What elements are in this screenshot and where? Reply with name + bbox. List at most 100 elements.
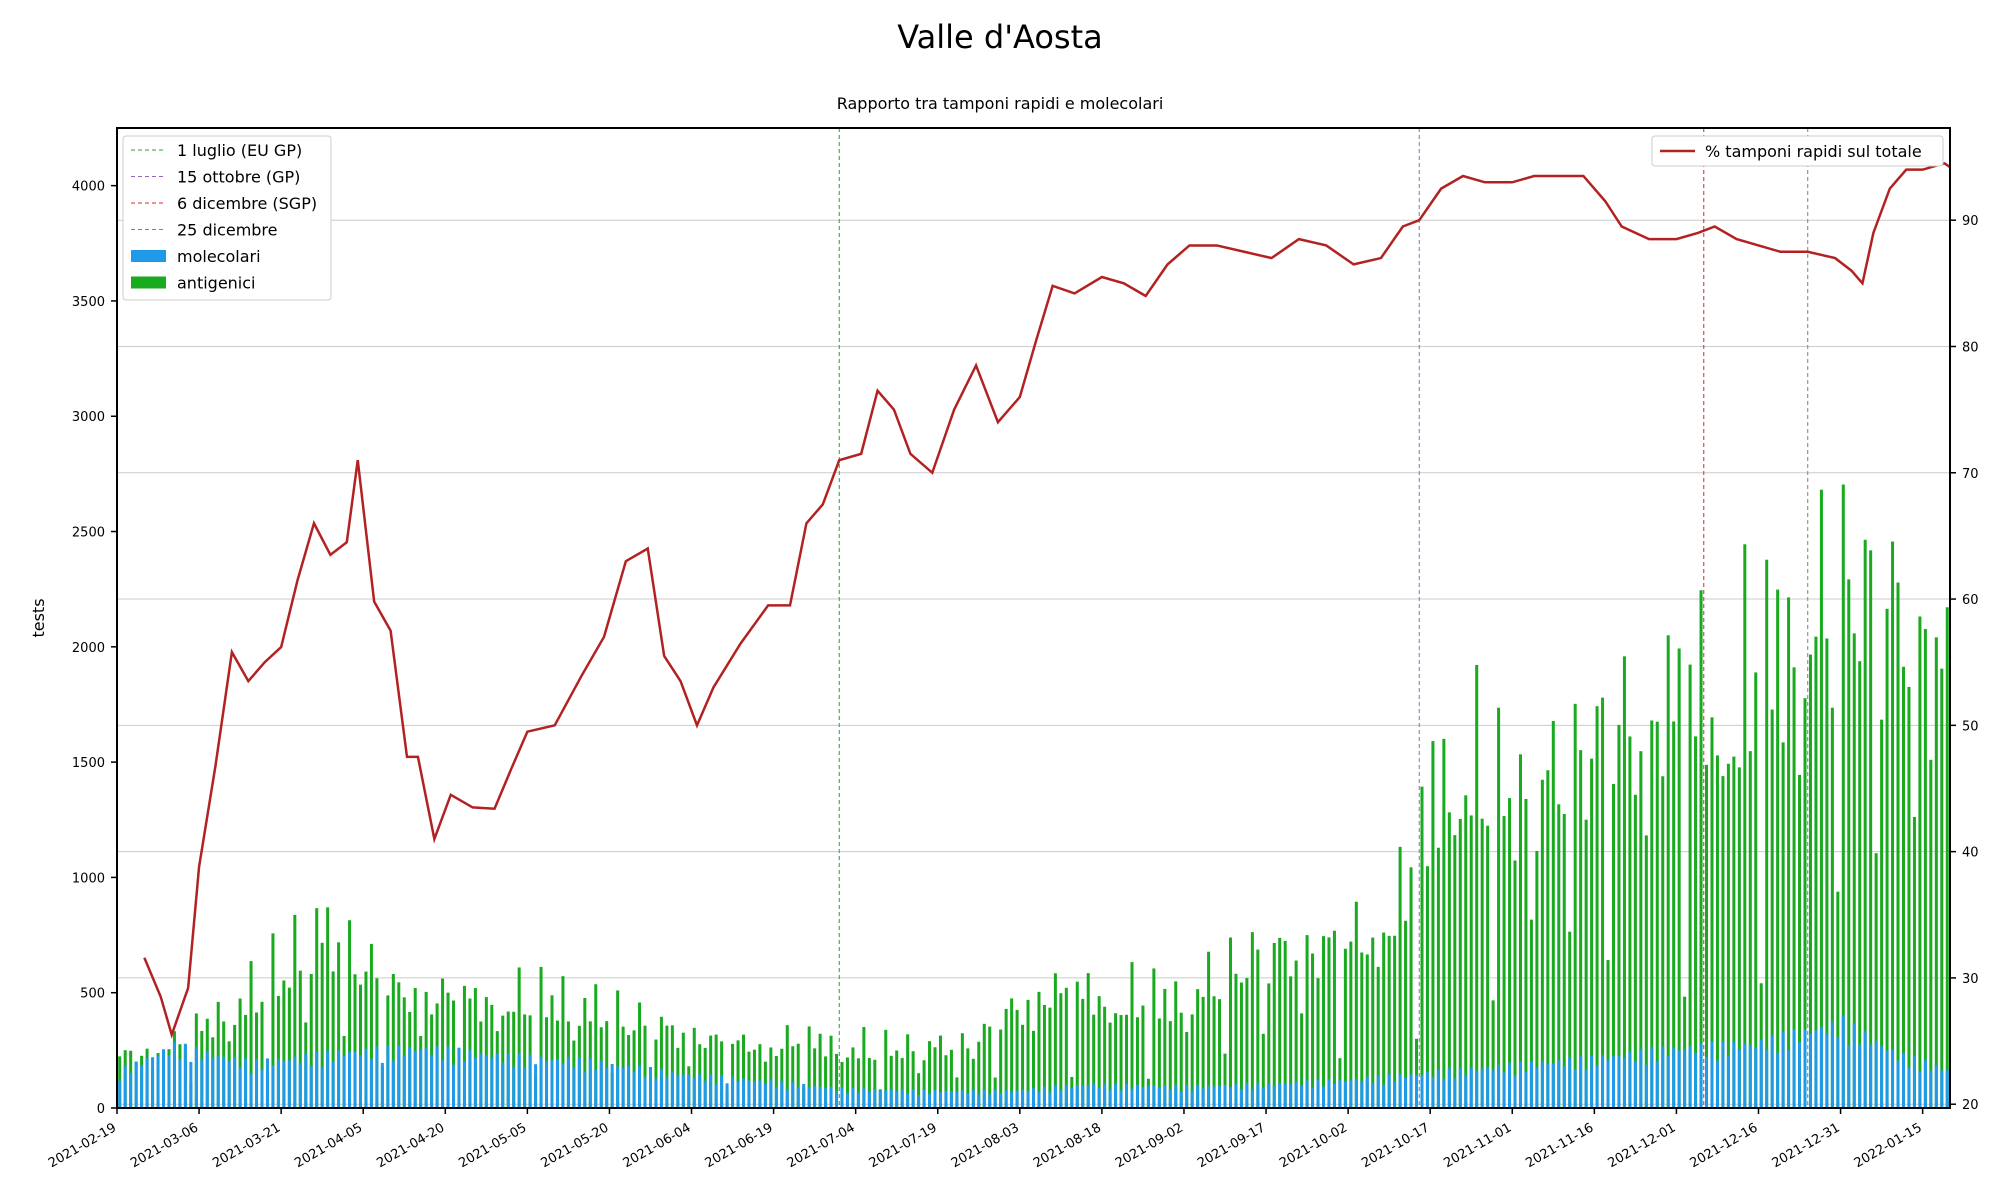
bar-antigenici: [452, 1000, 456, 1108]
bar-antigenici: [1754, 672, 1758, 1108]
bar-molecolari: [178, 1059, 182, 1108]
bar-antigenici: [364, 971, 368, 1108]
bar-antigenici: [1655, 721, 1659, 1108]
bar-antigenici: [1781, 742, 1785, 1108]
bar-antigenici: [1190, 1014, 1194, 1108]
plot-frame: [116, 127, 1951, 1109]
bar-antigenici: [862, 1027, 866, 1108]
bar-antigenici: [1901, 666, 1905, 1108]
bar-molecolari: [725, 1083, 729, 1108]
chart-subtitle: Rapporto tra tamponi rapidi e molecolari: [836, 94, 1164, 113]
bar-molecolari: [293, 1056, 297, 1108]
bar-antigenici: [337, 942, 341, 1108]
bar-antigenici: [1562, 814, 1566, 1108]
bar-antigenici: [1278, 937, 1282, 1108]
legend-swatch: [131, 276, 166, 289]
bar-molecolari: [906, 1093, 910, 1108]
bar-molecolari: [216, 1056, 220, 1108]
bar-molecolari: [1705, 1057, 1709, 1108]
bar-antigenici: [692, 1027, 696, 1108]
bar-antigenici: [1666, 635, 1670, 1108]
bar-molecolari: [1327, 1079, 1331, 1108]
bar-antigenici: [1918, 616, 1922, 1108]
bar-antigenici: [1595, 706, 1599, 1108]
bar-molecolari: [610, 1064, 614, 1108]
bar-antigenici: [1792, 667, 1796, 1108]
y-axis-label: tests: [29, 598, 48, 637]
bar-molecolari: [167, 1055, 171, 1108]
bar-molecolari: [1480, 1068, 1484, 1108]
bar-molecolari: [1190, 1090, 1194, 1108]
bar-molecolari: [1715, 1060, 1719, 1108]
bar-molecolari: [375, 1046, 379, 1108]
bar-antigenici: [1371, 937, 1375, 1108]
bar-molecolari: [523, 1067, 527, 1108]
bar-molecolari: [566, 1057, 570, 1108]
bar-antigenici: [1196, 989, 1200, 1108]
bar-antigenici: [1863, 539, 1867, 1108]
bar-antigenici: [512, 1011, 516, 1108]
bar-antigenici: [282, 980, 286, 1108]
x-tick-label: 2021-06-19: [703, 1120, 776, 1171]
bar-antigenici: [1699, 590, 1703, 1108]
bar-antigenici: [791, 1046, 795, 1108]
bar-antigenici: [1174, 981, 1178, 1108]
legend-swatch: [131, 250, 166, 262]
bar-antigenici: [1891, 541, 1895, 1108]
bar-molecolari: [1278, 1083, 1282, 1108]
bar-molecolari: [1497, 1064, 1501, 1108]
bar-molecolari: [337, 1050, 341, 1108]
bar-molecolari: [1420, 1075, 1424, 1108]
bar-molecolari: [928, 1093, 932, 1108]
bar-molecolari: [1546, 1063, 1550, 1108]
bar-antigenici: [1557, 804, 1561, 1108]
bar-molecolari: [747, 1080, 751, 1108]
bar-molecolari: [878, 1090, 882, 1108]
bar-antigenici: [1770, 709, 1774, 1108]
x-tick-label: 2021-11-16: [1523, 1120, 1596, 1171]
bar-molecolari: [944, 1090, 948, 1108]
bar-antigenici: [1343, 948, 1347, 1108]
bar-molecolari: [1146, 1085, 1150, 1108]
bar-molecolari: [1869, 1044, 1873, 1108]
bar-molecolari: [227, 1061, 231, 1108]
bar-antigenici: [1622, 656, 1626, 1108]
bar-molecolari: [829, 1086, 833, 1108]
bar-antigenici: [441, 978, 445, 1108]
bar-molecolari: [1891, 1049, 1895, 1108]
bar-antigenici: [966, 1048, 970, 1108]
bar-molecolari: [140, 1065, 144, 1108]
bar-molecolari: [785, 1089, 789, 1108]
bar-antigenici: [1425, 866, 1429, 1108]
bar-antigenici: [785, 1025, 789, 1108]
bar-antigenici: [616, 990, 620, 1108]
bar-molecolari: [736, 1081, 740, 1108]
bar-antigenici: [391, 973, 395, 1108]
bar-molecolari: [1748, 1044, 1752, 1108]
y2-tick-label: 90: [1962, 214, 1979, 229]
bar-antigenici: [348, 920, 352, 1108]
bar-molecolari: [517, 1053, 521, 1108]
y2-tick-label: 80: [1962, 340, 1979, 355]
bar-antigenici: [1836, 891, 1840, 1108]
bar-molecolari: [845, 1093, 849, 1108]
bar-molecolari: [1508, 1062, 1512, 1108]
bar-molecolari: [1721, 1041, 1725, 1108]
bar-molecolari: [621, 1067, 625, 1108]
bar-antigenici: [1453, 835, 1457, 1108]
bar-molecolari: [1037, 1091, 1041, 1108]
bar-molecolari: [1661, 1046, 1665, 1108]
x-tick-label: 2021-10-02: [1277, 1120, 1350, 1171]
bar-molecolari: [1289, 1084, 1293, 1108]
bar-antigenici: [1672, 721, 1676, 1108]
bar-antigenici: [741, 1034, 746, 1108]
bar-molecolari: [205, 1051, 209, 1108]
bar-antigenici: [1152, 968, 1156, 1108]
bar-molecolari: [1261, 1087, 1265, 1108]
bar-antigenici: [938, 1035, 942, 1108]
bar-antigenici: [824, 1056, 828, 1108]
bar-antigenici: [1163, 988, 1167, 1108]
x-tick-label: 2022-01-15: [1852, 1120, 1925, 1171]
y-tick-label: 2000: [72, 641, 105, 656]
bar-antigenici: [473, 988, 477, 1108]
